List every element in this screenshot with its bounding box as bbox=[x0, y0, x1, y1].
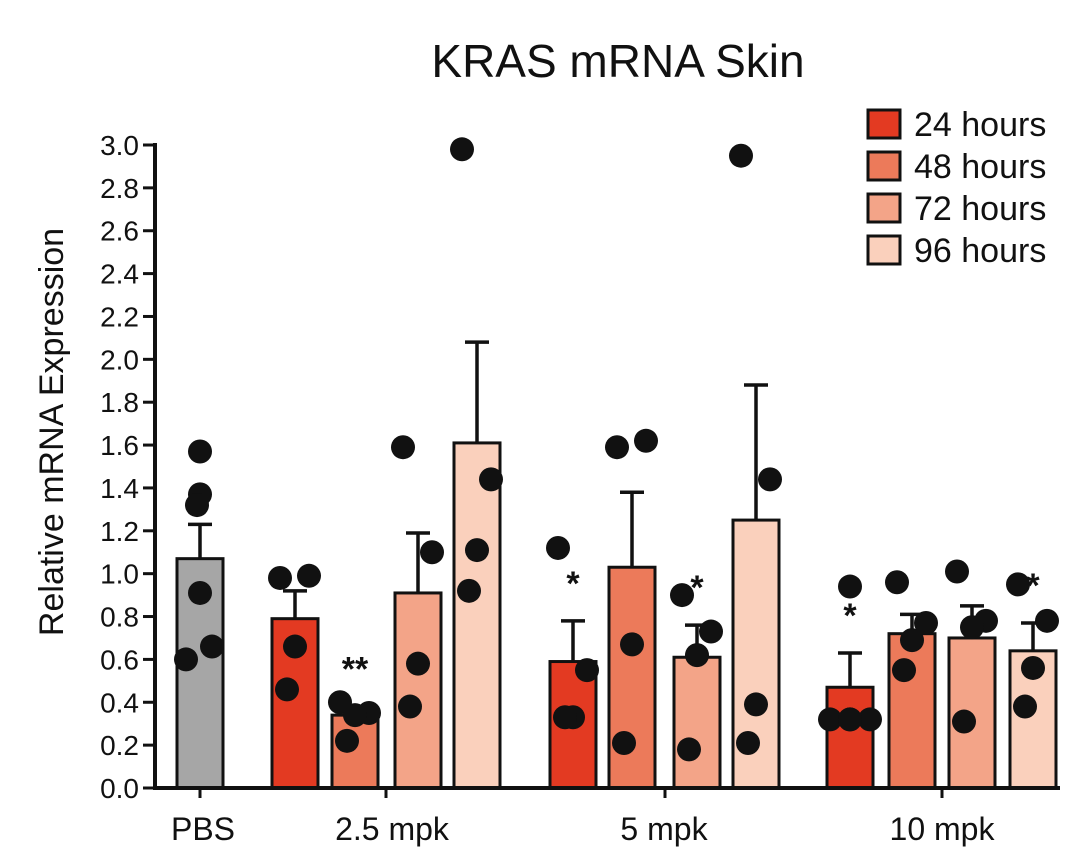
data-point bbox=[1006, 572, 1030, 597]
data-point bbox=[960, 615, 984, 640]
data-point bbox=[677, 737, 701, 762]
legend-label: 24 hours bbox=[914, 106, 1046, 144]
legend-swatch bbox=[866, 150, 902, 182]
significance-marks: *** *** bbox=[342, 565, 1041, 689]
legend-label: 72 hours bbox=[914, 190, 1046, 228]
data-point bbox=[744, 692, 768, 717]
y-tick-label: 0.6 bbox=[100, 644, 139, 675]
significance-mark: * bbox=[843, 597, 857, 635]
legend: 24 hours 48 hours 72 hours 96 hours bbox=[866, 106, 1046, 270]
data-point bbox=[838, 707, 862, 732]
data-point bbox=[420, 540, 444, 565]
data-point bbox=[343, 703, 367, 728]
data-point bbox=[185, 493, 209, 518]
legend-swatch bbox=[866, 192, 902, 224]
data-point bbox=[670, 583, 694, 608]
data-point bbox=[620, 632, 644, 657]
data-point bbox=[885, 570, 909, 595]
data-point bbox=[465, 538, 489, 563]
y-tick-label: 1.0 bbox=[100, 559, 139, 590]
y-axis: 0.0 0.2 0.4 0.6 0.8 1.0 1.2 1.4 1.6 1.8 2.0 2.2 2.4 2… bbox=[100, 130, 157, 804]
data-point bbox=[297, 563, 321, 588]
data-point bbox=[914, 610, 938, 635]
x-tick-label: 10 mpk bbox=[890, 811, 996, 847]
data-point bbox=[479, 467, 503, 492]
bar bbox=[393, 591, 443, 790]
data-point bbox=[838, 574, 862, 599]
y-tick-label: 2.4 bbox=[100, 259, 139, 290]
data-points bbox=[174, 137, 1059, 762]
data-point bbox=[391, 435, 415, 460]
significance-mark: * bbox=[566, 565, 580, 603]
data-point bbox=[188, 439, 212, 464]
data-point bbox=[174, 647, 198, 672]
y-tick-label: 1.2 bbox=[100, 516, 139, 547]
legend-label: 48 hours bbox=[914, 148, 1046, 186]
y-tick-label: 3.0 bbox=[100, 130, 139, 161]
y-tick-label: 0.4 bbox=[100, 687, 139, 718]
data-point bbox=[612, 730, 636, 755]
y-tick-label: 2.2 bbox=[100, 301, 139, 332]
legend-label: 96 hours bbox=[914, 232, 1046, 270]
y-tick-label: 0.2 bbox=[100, 730, 139, 761]
data-point bbox=[188, 580, 212, 605]
data-point bbox=[945, 559, 969, 584]
legend-swatch bbox=[866, 234, 902, 266]
data-point bbox=[818, 707, 842, 732]
y-tick-label: 1.6 bbox=[100, 430, 139, 461]
data-point bbox=[699, 619, 723, 644]
data-point bbox=[729, 143, 753, 168]
data-point bbox=[892, 658, 916, 683]
chart-title: KRAS mRNA Skin bbox=[431, 35, 804, 87]
data-point bbox=[450, 137, 474, 162]
x-tick-label: 2.5 mpk bbox=[335, 811, 450, 847]
bar bbox=[672, 655, 722, 790]
significance-mark: ** bbox=[342, 651, 369, 689]
data-point bbox=[952, 709, 976, 734]
bar bbox=[270, 617, 320, 790]
data-point bbox=[200, 634, 224, 659]
bar bbox=[825, 685, 875, 790]
data-point bbox=[605, 435, 629, 460]
significance-mark: * bbox=[690, 569, 704, 607]
data-point bbox=[900, 628, 924, 653]
data-point bbox=[736, 730, 760, 755]
y-tick-label: 2.8 bbox=[100, 173, 139, 204]
data-point bbox=[634, 428, 658, 453]
data-point bbox=[858, 707, 882, 732]
y-tick-label: 1.4 bbox=[100, 473, 139, 504]
bar bbox=[607, 565, 657, 790]
y-tick-label: 0.8 bbox=[100, 602, 139, 633]
data-point bbox=[685, 643, 709, 668]
data-point bbox=[553, 705, 577, 730]
data-point bbox=[335, 728, 359, 753]
data-point bbox=[275, 677, 299, 702]
significance-mark: * bbox=[1026, 567, 1040, 605]
data-point bbox=[1013, 694, 1037, 719]
data-point bbox=[758, 467, 782, 492]
data-point bbox=[268, 565, 292, 590]
y-axis-label: Relative mRNA Expression bbox=[33, 228, 71, 636]
data-point bbox=[575, 658, 599, 683]
x-tick-label: PBS bbox=[171, 811, 235, 847]
y-tick-label: 0.0 bbox=[100, 773, 139, 804]
x-axis: PBS 2.5 mpk 5 mpk 10 mpk bbox=[155, 786, 1060, 847]
y-tick-label: 1.8 bbox=[100, 387, 139, 418]
data-point bbox=[457, 578, 481, 603]
y-tick-label: 2.6 bbox=[100, 216, 139, 247]
y-tick-label: 2.0 bbox=[100, 344, 139, 375]
x-tick-label: 5 mpk bbox=[620, 811, 708, 847]
data-point bbox=[406, 651, 430, 676]
bar bbox=[452, 441, 502, 790]
bar bbox=[887, 632, 937, 790]
data-point bbox=[1035, 608, 1059, 633]
legend-swatch bbox=[866, 108, 902, 140]
data-point bbox=[1021, 655, 1045, 680]
data-point bbox=[283, 634, 307, 659]
data-point bbox=[398, 694, 422, 719]
data-point bbox=[546, 535, 570, 560]
